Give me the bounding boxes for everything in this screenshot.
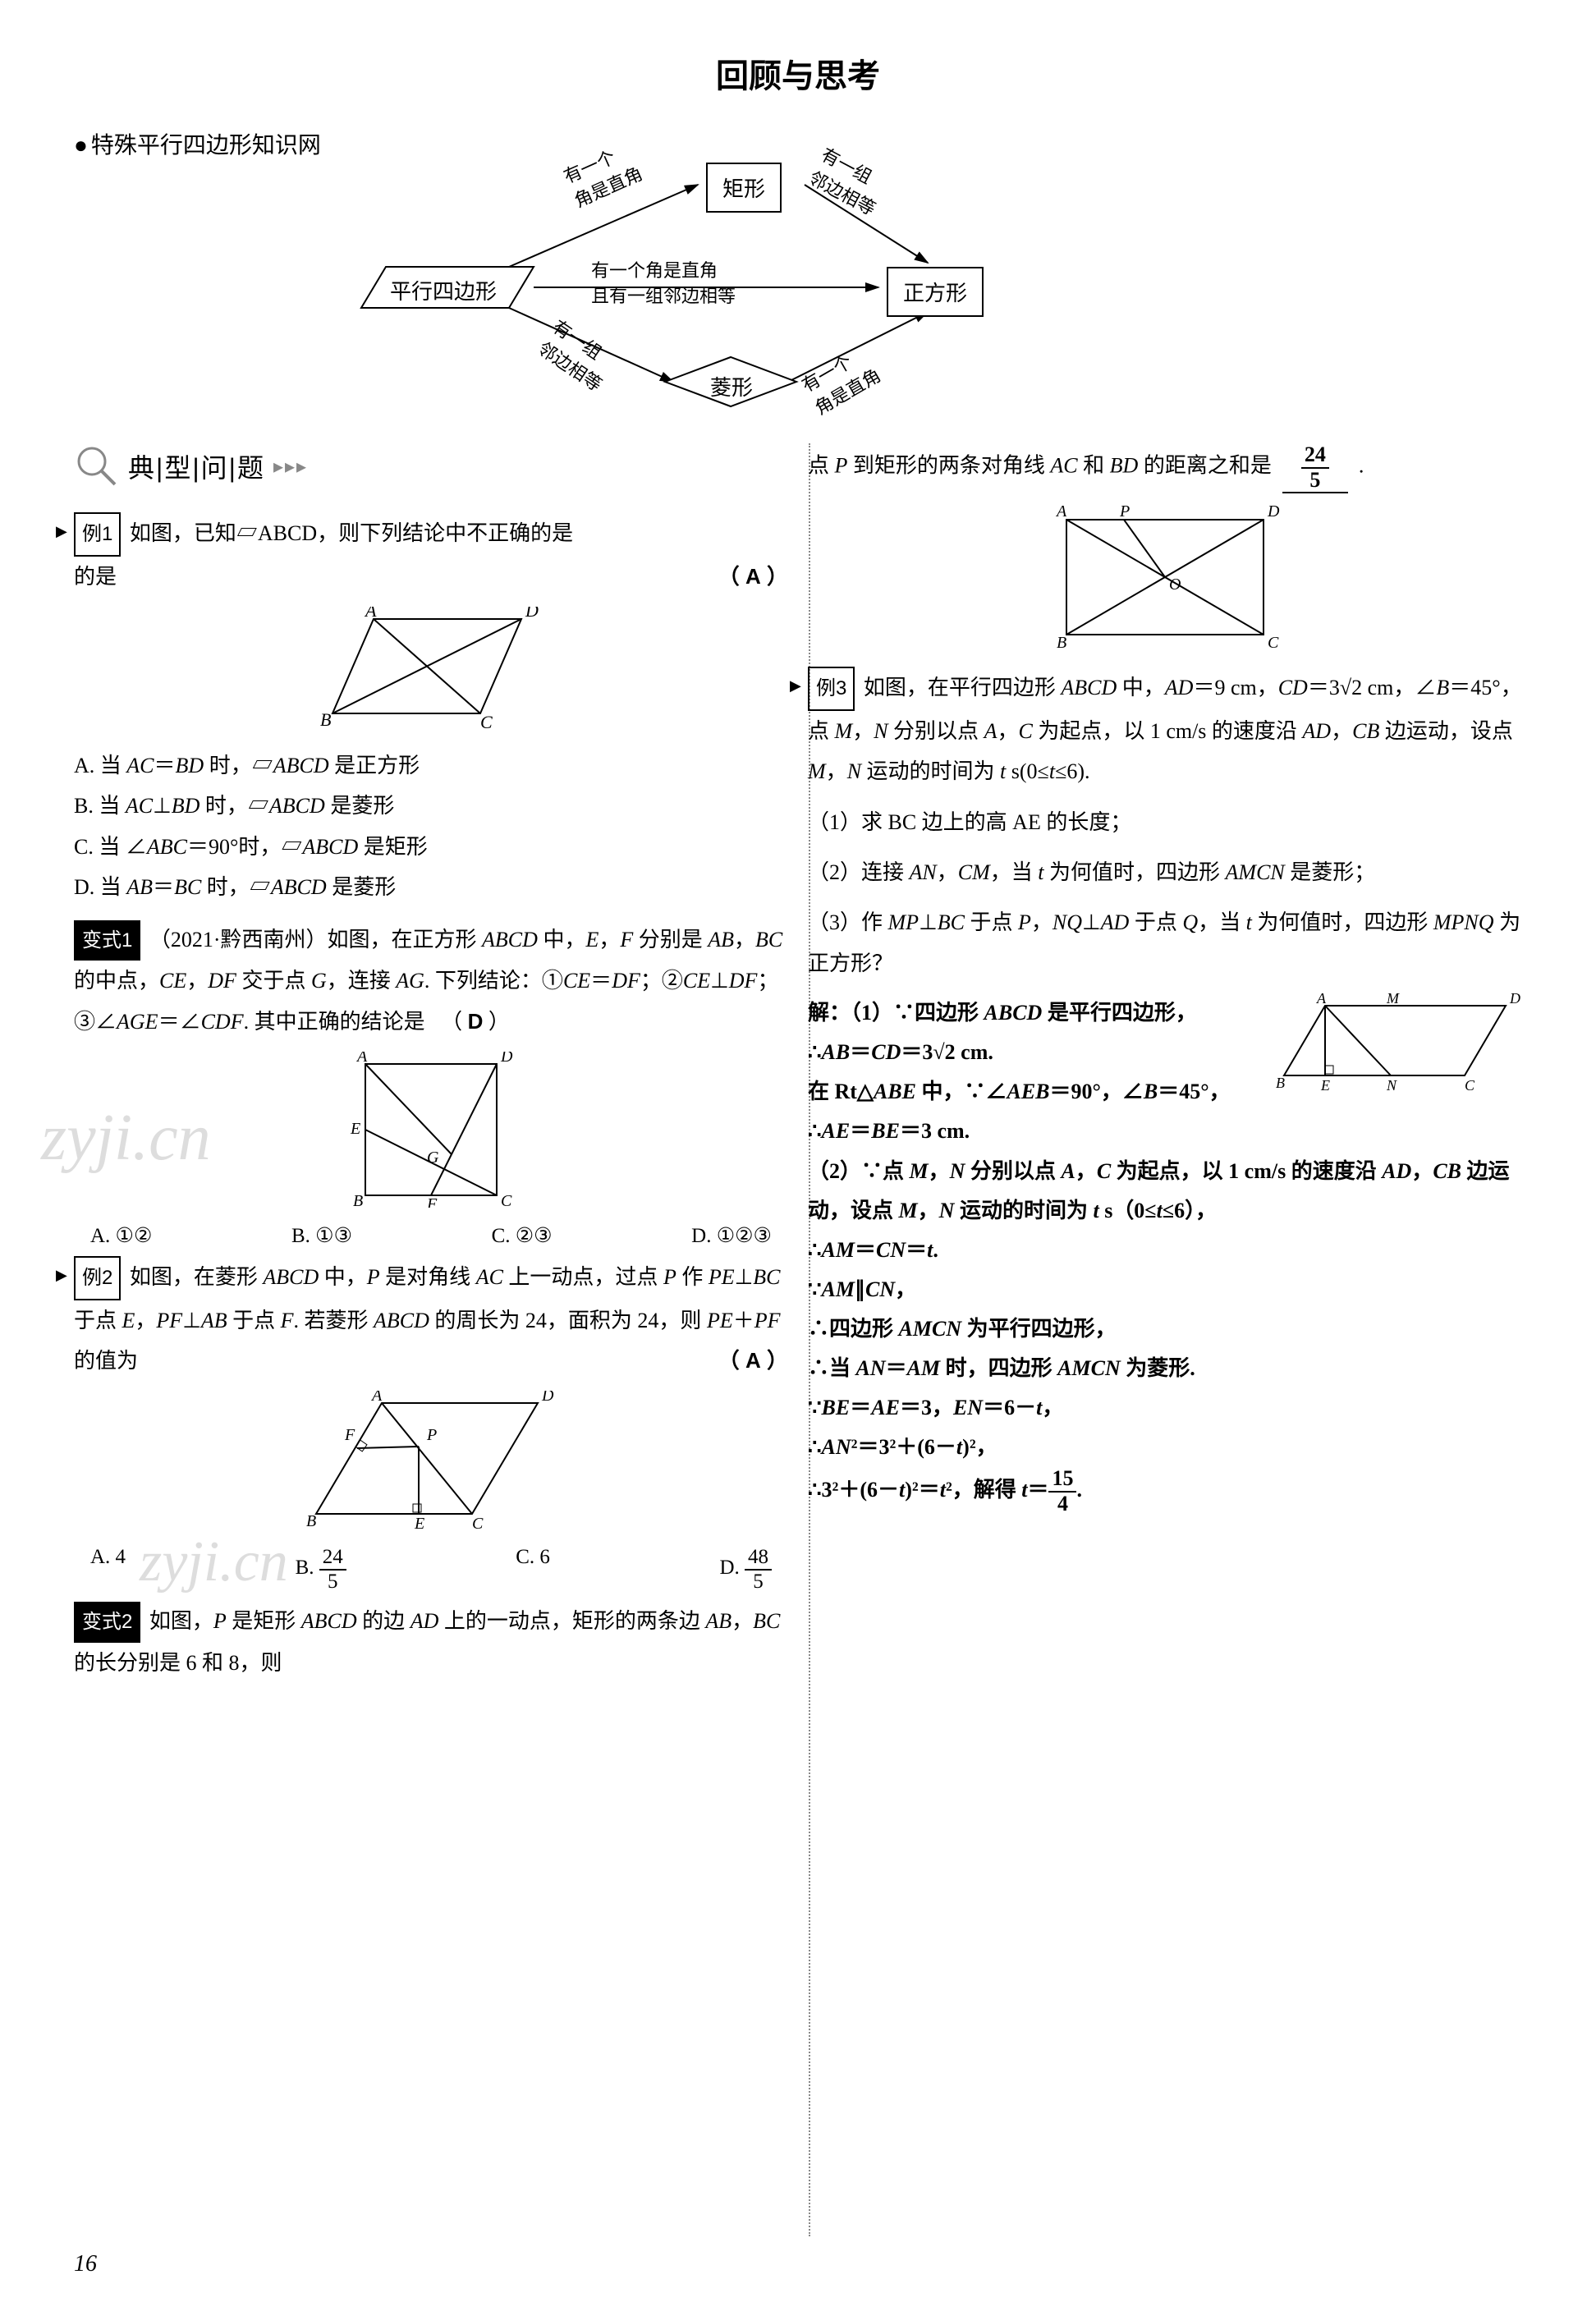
svg-text:C: C (501, 1192, 512, 1208)
svg-text:A: A (1055, 503, 1067, 520)
sol-line-12: ∴3²＋(6－t)²＝t²，解得 t＝154. (808, 1467, 1522, 1516)
svg-text:C: C (472, 1515, 484, 1530)
example1-label: 例1 (74, 512, 121, 557)
variant2-question-start: 变式2 如图，P 是矩形 ABCD 的边 AD 上的一动点，矩形的两条边 AB，… (74, 1601, 788, 1683)
svg-text:O: O (1169, 576, 1181, 594)
variant1-label: 变式1 (74, 920, 140, 961)
variant2-figure: A P D B C O (808, 503, 1522, 657)
example3-figure: A M D B E N C (1276, 993, 1522, 1105)
watermark2: zyji.cn (140, 1529, 288, 1595)
sol-line-8: ∴四边形 AMCN 为平行四边形， (808, 1309, 1522, 1349)
example1-opt-b: B. 当 AC⊥BD 时，▱ABCD 是菱形 (74, 786, 788, 826)
svg-text:C: C (1465, 1077, 1475, 1092)
svg-text:A: A (1316, 993, 1327, 1007)
variant1-opt-d: D. ①②③ (691, 1223, 772, 1248)
sol-line-9: ∴当 AN＝AM 时，四边形 AMCN 为菱形. (808, 1349, 1522, 1388)
svg-text:P: P (426, 1426, 437, 1444)
svg-text:B: B (306, 1512, 316, 1530)
example2-opt-c: C. 6 (516, 1546, 550, 1593)
variant1-opt-b: B. ①③ (291, 1223, 352, 1248)
node-rectangle: 矩形 (706, 163, 782, 213)
typical-problems-header: 典|型|问|题 ▸ ▸ ▸ (74, 443, 788, 489)
example2-options: A. 4 B. 245 C. 6 D. 485 zyji.cn (74, 1546, 788, 1593)
example3-given: 例3 如图，在平行四边形 ABCD 中，AD＝9 cm，CD＝3√2 cm，∠B… (808, 667, 1522, 791)
variant1-figure: A D B C E F G zyji.cn (74, 1052, 788, 1213)
svg-text:D: D (1509, 993, 1520, 1007)
svg-text:A: A (370, 1391, 383, 1405)
svg-text:E: E (1320, 1077, 1330, 1092)
right-column: 点 P 到矩形的两条对角线 AC 和 BD 的距离之和是 245 . A P D… (808, 443, 1522, 2236)
svg-text:B: B (353, 1192, 363, 1208)
example2-label: 例2 (74, 1256, 121, 1300)
magnifier-icon (74, 443, 120, 489)
variant2-label: 变式2 (74, 1602, 140, 1643)
example3-part3: （3）作 MP⊥BC 于点 P，NQ⊥AD 于点 Q，当 t 为何值时，四边形 … (808, 902, 1522, 984)
variant1-opt-a: A. ①② (90, 1223, 152, 1248)
example2-figure: A D B C P F E (74, 1391, 788, 1536)
example2-opt-b: B. 245 (296, 1546, 346, 1593)
node-parallelogram: 平行四边形 (390, 275, 497, 305)
example1-figure: A D B C (74, 607, 788, 736)
example3-part1: （1）求 BC 边上的高 AE 的长度； (808, 802, 1522, 842)
svg-text:E: E (414, 1515, 424, 1530)
svg-text:E: E (350, 1120, 360, 1138)
svg-text:M: M (1386, 993, 1400, 1007)
svg-text:D: D (525, 607, 539, 621)
svg-text:D: D (1267, 503, 1280, 520)
page-number: 16 (74, 2251, 97, 2277)
svg-text:C: C (1268, 634, 1279, 651)
svg-text:C: C (480, 712, 493, 730)
example1-question: 例1 如图，已知▱ABCD，则下列结论中不正确的是 的是 （ A ） (74, 512, 788, 597)
example2-answer: （ A ） (718, 1341, 788, 1381)
svg-text:D: D (500, 1052, 513, 1066)
example2-question: 例2 如图，在菱形 ABCD 中，P 是对角线 AC 上一动点，过点 P 作 P… (74, 1256, 788, 1381)
example3-part2: （2）连接 AN，CM，当 t 为何值时，四边形 AMCN 是菱形； (808, 852, 1522, 892)
sol-line-10: ∵BE＝AE＝3，EN＝6－t， (808, 1388, 1522, 1428)
node-rhombus: 菱形 (710, 371, 753, 401)
example3-label: 例3 (808, 667, 855, 711)
page-title: 回顾与思考 (0, 0, 1596, 97)
svg-text:D: D (541, 1391, 554, 1405)
example1-text: 如图，已知▱ABCD，则下列结论中不正确的是 (130, 521, 573, 545)
svg-text:P: P (1119, 503, 1130, 520)
example1-opt-a: A. 当 AC＝BD 时，▱ABCD 是正方形 (74, 745, 788, 786)
example2-opt-d: D. 485 (719, 1546, 772, 1593)
example1-opt-c: C. 当 ∠ABC＝90°时，▱ABCD 是矩形 (74, 827, 788, 867)
variant1-options: A. ①② B. ①③ C. ②③ D. ①②③ (74, 1223, 788, 1248)
edge-label-center: 有一个角是直角且有一组邻边相等 (591, 259, 736, 310)
watermark1: zyji.cn (41, 1101, 211, 1176)
variant1-opt-c: C. ②③ (492, 1223, 553, 1248)
sol-line-5: （2）∵点 M，N 分别以点 A，C 为起点，以 1 cm/s 的速度沿 AD，… (808, 1152, 1522, 1231)
knowledge-diagram: 平行四边形 矩形 菱形 正方形 有一个角是直角 有一组邻边相等 有一组邻边相等 … (345, 140, 1166, 435)
node-square: 正方形 (887, 267, 984, 317)
sol-line-7: ∵AM∥CN， (808, 1270, 1522, 1309)
typical-title: 典|型|问|题 (128, 447, 265, 485)
variant2-answer: 245 (1282, 443, 1348, 493)
variant1-question: 变式1 （2021·黔西南州）如图，在正方形 ABCD 中，E，F 分别是 AB… (74, 919, 788, 1042)
svg-text:F: F (344, 1426, 355, 1444)
variant1-source: （2021·黔西南州） (149, 928, 328, 952)
arrow-decoration: ▸ ▸ ▸ (273, 455, 305, 479)
svg-text:N: N (1386, 1077, 1397, 1092)
left-column: 典|型|问|题 ▸ ▸ ▸ 例1 如图，已知▱ABCD，则下列结论中不正确的是 … (74, 443, 788, 2236)
svg-text:B: B (1057, 634, 1066, 651)
svg-text:G: G (427, 1149, 439, 1167)
example3-solution: A M D B E N C 解：（1）∵四边形 ABCD 是平行四边形， ∴AB… (808, 993, 1522, 1516)
example1-opt-d: D. 当 AB＝BC 时，▱ABCD 是菱形 (74, 867, 788, 907)
example2-opt-a: A. 4 (90, 1546, 126, 1593)
svg-text:A: A (364, 607, 377, 621)
svg-text:F: F (426, 1195, 438, 1208)
example1-answer: （ A ） (718, 557, 788, 597)
sol-line-11: ∴AN²＝3²＋(6－t)²， (808, 1428, 1522, 1467)
example1-options: A. 当 AC＝BD 时，▱ABCD 是正方形 B. 当 AC⊥BD 时，▱AB… (74, 745, 788, 908)
sol-line-4: ∴AE＝BE＝3 cm. (808, 1112, 1522, 1151)
svg-text:B: B (1276, 1075, 1285, 1091)
svg-text:A: A (355, 1052, 368, 1066)
section-header: 特殊平行四边形知识网 (74, 127, 321, 160)
svg-text:B: B (320, 709, 331, 730)
sol-line-6: ∴AM＝CN＝t. (808, 1231, 1522, 1270)
variant2-question-cont: 点 P 到矩形的两条对角线 AC 和 BD 的距离之和是 245 . (808, 443, 1522, 493)
